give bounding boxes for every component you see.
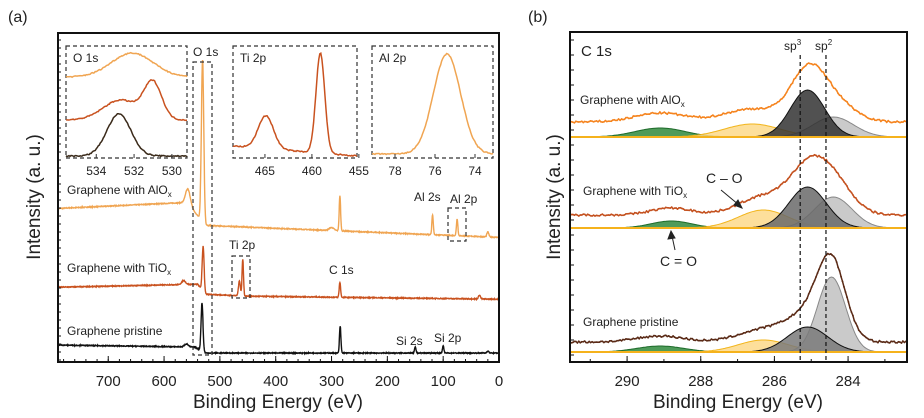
- ti2p-region-box: [231, 255, 251, 299]
- survey-line-2: [57, 302, 500, 356]
- inset-2-curve-0: [372, 52, 494, 156]
- arrow-c-o-head: [733, 199, 744, 209]
- c1s-line-2: [569, 252, 907, 344]
- panel-a-xtick-label: 500: [207, 373, 232, 390]
- panel-a-xtick-label: 100: [431, 373, 456, 390]
- inset-xtick-label: 74: [468, 164, 482, 178]
- panel-b-label: (b): [528, 9, 548, 26]
- label-pristine-b: Graphene pristine: [583, 315, 679, 329]
- panel-b-xlabel: Binding Energy (eV): [653, 392, 823, 413]
- panel-a-ylabel: Intensity (a. u.): [24, 134, 45, 260]
- survey-line-0: [57, 59, 500, 239]
- panel-b: [569, 55, 907, 362]
- annotation-ti2p: Ti 2p: [229, 238, 256, 252]
- panel-a-label: (a): [8, 9, 28, 26]
- o1s-region-box: [192, 61, 213, 356]
- inset-xtick-label: 460: [302, 164, 322, 178]
- annotation-al2s: Al 2s: [414, 190, 441, 204]
- survey-line-1: [57, 245, 500, 302]
- annotation-c-eq-o: C = O: [660, 253, 697, 269]
- panel-a-xtick-label: 700: [96, 373, 121, 390]
- al2p-region-box: [447, 207, 467, 242]
- sp3-label: sp3: [784, 38, 802, 53]
- inset-1-curve-0: [233, 51, 358, 158]
- inset-0-curve-2: [65, 112, 188, 158]
- inset-xtick-label: 78: [388, 164, 402, 178]
- data-points-2: [569, 252, 907, 344]
- panel-b-xtick-label: 288: [688, 373, 713, 390]
- inset-xtick-label: 532: [124, 164, 144, 178]
- arrow-c-eq-o-head: [667, 229, 676, 240]
- inset-xtick-label: 530: [162, 164, 182, 178]
- inset-xtick-label: 465: [255, 164, 275, 178]
- panel-b-xtick-label: 286: [762, 373, 787, 390]
- label-tiox-b: Graphene with TiOx: [583, 184, 687, 200]
- panel-b-ylabel: Intensity (a. u.): [544, 134, 565, 260]
- annotation-al2p: Al 2p: [450, 192, 478, 206]
- label-alox-b: Graphene with AlOx: [580, 93, 685, 109]
- inset-0-curve-0: [65, 51, 188, 79]
- panel-a-xtick-label: 200: [375, 373, 400, 390]
- annotation-si2s: Si 2s: [396, 334, 423, 348]
- panel-b-title: C 1s: [581, 43, 612, 60]
- panel-a-xtick-label: 0: [495, 373, 503, 390]
- inset-ti2p-box: [232, 45, 358, 159]
- panel-a-xtick-label: 400: [263, 373, 288, 390]
- label-alox-a: Graphene with AlOx: [67, 183, 172, 199]
- panel-a-frame: [57, 32, 500, 363]
- label-pristine-a: Graphene pristine: [67, 324, 163, 338]
- inset-0-curve-1: [66, 79, 187, 122]
- annotation-o1s: O 1s: [193, 45, 218, 59]
- sp2-label: sp2: [815, 38, 833, 53]
- inset-o1s-box: [65, 45, 188, 159]
- inset-al2p-box: [371, 45, 494, 159]
- inset-al2p-title: Al 2p: [379, 51, 407, 65]
- inset-xtick-label: 455: [349, 164, 369, 178]
- c1s-line-0: [569, 62, 907, 124]
- panel-a-xtick-label: 300: [319, 373, 344, 390]
- inset-xtick-label: 76: [428, 164, 442, 178]
- panel-a: [57, 59, 500, 356]
- inset-ti2p-title: Ti 2p: [240, 51, 267, 65]
- panel-a-xtick-label: 600: [152, 373, 177, 390]
- inset-o1s-title: O 1s: [73, 51, 98, 65]
- annotation-c-o: C – O: [706, 170, 743, 186]
- annotation-si2p: Si 2p: [434, 331, 462, 345]
- panel-b-xtick-label: 290: [615, 373, 640, 390]
- panel-a-xlabel: Binding Energy (eV): [193, 392, 363, 413]
- label-tiox-a: Graphene with TiOx: [67, 261, 171, 277]
- annotation-c1s: C 1s: [329, 263, 354, 277]
- panel-b-frame: [569, 31, 908, 363]
- inset-xtick-label: 534: [86, 164, 106, 178]
- panel-b-xtick-label: 284: [836, 373, 861, 390]
